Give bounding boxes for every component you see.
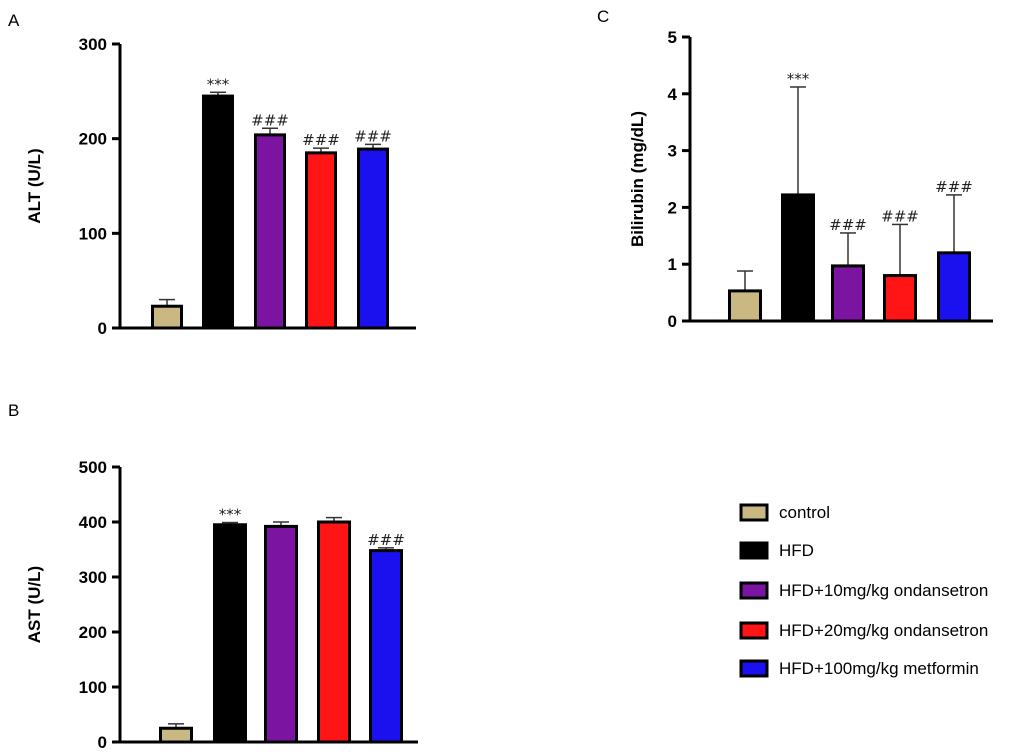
legend-label: control xyxy=(779,503,830,522)
significance-label: ### xyxy=(829,216,867,234)
bar-hfd-10mg-kg-ondansetron xyxy=(831,264,865,323)
panel-letter: B xyxy=(8,401,19,420)
y-axis-title: Bilirubin (mg/dL) xyxy=(628,111,647,247)
bar-hfd xyxy=(781,193,815,323)
panel-letter: C xyxy=(597,7,609,26)
bar-hfd-20mg-kg-ondansetron xyxy=(883,274,917,323)
bar-hfd-20mg-kg-ondansetron xyxy=(317,520,351,744)
legend-label: HFD xyxy=(779,541,814,560)
panel-b: B 0 100 200 300 400 500 AST (U/L) *** ### xyxy=(8,401,418,752)
bar-hfd-100mg-kg-metformin xyxy=(937,251,971,323)
significance-label: *** xyxy=(219,506,242,524)
y-tick-label: 200 xyxy=(79,130,107,149)
significance-label: ### xyxy=(354,127,392,145)
bar-hfd-10mg-kg-ondansetron xyxy=(264,524,298,744)
legend-swatch xyxy=(739,503,769,522)
bar-hfd xyxy=(202,94,234,330)
bar-hfd xyxy=(213,523,247,744)
significance-label: ### xyxy=(251,111,289,129)
significance-label: *** xyxy=(207,75,230,93)
y-tick-label: 0 xyxy=(98,319,107,338)
y-tick-label: 0 xyxy=(98,733,107,752)
y-tick-label: 0 xyxy=(668,312,677,331)
y-tick-label: 100 xyxy=(79,224,107,243)
legend-swatch xyxy=(739,621,769,640)
y-tick-label: 400 xyxy=(79,513,107,532)
y-tick-label: 200 xyxy=(79,623,107,642)
bar-hfd-100mg-kg-metformin xyxy=(357,147,389,330)
significance-label: ### xyxy=(935,178,973,196)
bar-control xyxy=(159,726,193,744)
bar-hfd-10mg-kg-ondansetron xyxy=(254,133,286,330)
y-axis-title: AST (U/L) xyxy=(25,566,44,643)
y-tick-label: 500 xyxy=(79,458,107,477)
y-axis-title: ALT (U/L) xyxy=(25,148,44,223)
panel-a: A 0 100 200 300 ALT (U/L) *** ### ### ### xyxy=(8,11,416,338)
bar-hfd-100mg-kg-metformin xyxy=(369,549,403,744)
panel-letter: A xyxy=(8,11,20,30)
legend-swatch xyxy=(739,659,769,678)
legend-swatch xyxy=(739,541,769,560)
significance-label: ### xyxy=(881,207,919,225)
y-tick-label: 300 xyxy=(79,35,107,54)
y-tick-label: 4 xyxy=(668,85,678,104)
legend-label: HFD+20mg/kg ondansetron xyxy=(779,621,988,640)
y-tick-label: 5 xyxy=(668,28,677,47)
bar-hfd-20mg-kg-ondansetron xyxy=(305,151,337,330)
y-tick-label: 1 xyxy=(668,255,677,274)
legend: control HFD HFD+10mg/kg ondansetron HFD+20m… xyxy=(739,503,988,678)
significance-label: ### xyxy=(302,131,340,149)
y-tick-label: 100 xyxy=(79,678,107,697)
legend-label: HFD+10mg/kg ondansetron xyxy=(779,581,988,600)
bar-control xyxy=(151,304,183,330)
y-tick-label: 300 xyxy=(79,568,107,587)
legend-label: HFD+100mg/kg metformin xyxy=(779,659,979,678)
significance-label: *** xyxy=(787,70,810,88)
y-tick-label: 3 xyxy=(668,142,677,161)
bar-control xyxy=(728,289,762,323)
panel-c: C 0 1 2 3 4 5 Bilirubin (mg/dL) *** ### ### ### xyxy=(597,7,993,331)
significance-label: ### xyxy=(367,531,405,549)
y-tick-label: 2 xyxy=(668,198,677,217)
legend-swatch xyxy=(739,581,769,600)
